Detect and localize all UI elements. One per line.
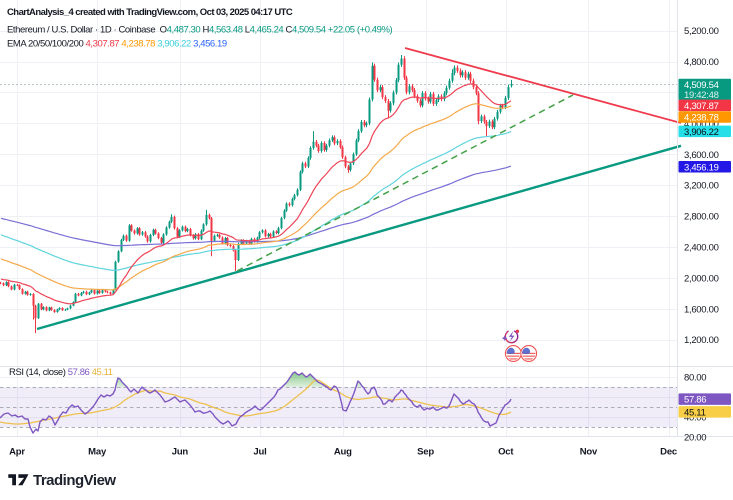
svg-text:Dec: Dec xyxy=(660,447,677,458)
svg-text:3,906.22: 3,906.22 xyxy=(684,127,719,138)
svg-text:Jun: Jun xyxy=(172,447,189,458)
svg-text:4,000.00: 4,000.00 xyxy=(684,119,719,130)
svg-text:TradingView: TradingView xyxy=(33,472,116,489)
svg-text:20.00: 20.00 xyxy=(684,433,706,444)
svg-text:4,800.00: 4,800.00 xyxy=(684,57,719,68)
svg-text:2,400.00: 2,400.00 xyxy=(684,243,719,254)
svg-text:Sep: Sep xyxy=(417,447,434,458)
svg-text:Oct: Oct xyxy=(498,447,514,458)
svg-text:3,200.00: 3,200.00 xyxy=(684,181,719,192)
svg-text:1,200.00: 1,200.00 xyxy=(684,335,719,346)
svg-text:Aug: Aug xyxy=(334,447,352,458)
svg-text:May: May xyxy=(88,447,107,458)
svg-text:EMA 20/50/100/200 4,307.87 4,2: EMA 20/50/100/200 4,307.87 4,238.78 3,90… xyxy=(7,39,227,50)
svg-text:4,307.87: 4,307.87 xyxy=(684,101,719,112)
svg-text:80.00: 80.00 xyxy=(684,373,706,384)
svg-text:1,600.00: 1,600.00 xyxy=(684,304,719,315)
svg-text:Apr: Apr xyxy=(9,447,25,458)
svg-text:19:42:48: 19:42:48 xyxy=(684,90,719,101)
svg-text:ChartAnalysis_4 created with T: ChartAnalysis_4 created with TradingView… xyxy=(7,7,293,18)
svg-text:45.11: 45.11 xyxy=(684,407,706,418)
svg-text:2,800.00: 2,800.00 xyxy=(684,212,719,223)
svg-text:4,238.78: 4,238.78 xyxy=(684,113,719,124)
svg-text:2,000.00: 2,000.00 xyxy=(684,273,719,284)
svg-text:3,456.19: 3,456.19 xyxy=(684,162,719,173)
svg-text:RSI (14, close) 57.86 45.11: RSI (14, close) 57.86 45.11 xyxy=(9,367,113,378)
svg-text:3,600.00: 3,600.00 xyxy=(684,150,719,161)
svg-text:5,200.00: 5,200.00 xyxy=(684,26,719,37)
svg-text:57.86: 57.86 xyxy=(684,395,706,406)
svg-text:Ethereum / U.S. Dollar · 1D ·: Ethereum / U.S. Dollar · 1D · Coinbase O… xyxy=(7,25,393,36)
svg-text:4,509.54: 4,509.54 xyxy=(684,80,719,91)
svg-text:Nov: Nov xyxy=(580,447,598,458)
svg-text:Jul: Jul xyxy=(253,447,266,458)
svg-text:40.00: 40.00 xyxy=(684,413,706,424)
